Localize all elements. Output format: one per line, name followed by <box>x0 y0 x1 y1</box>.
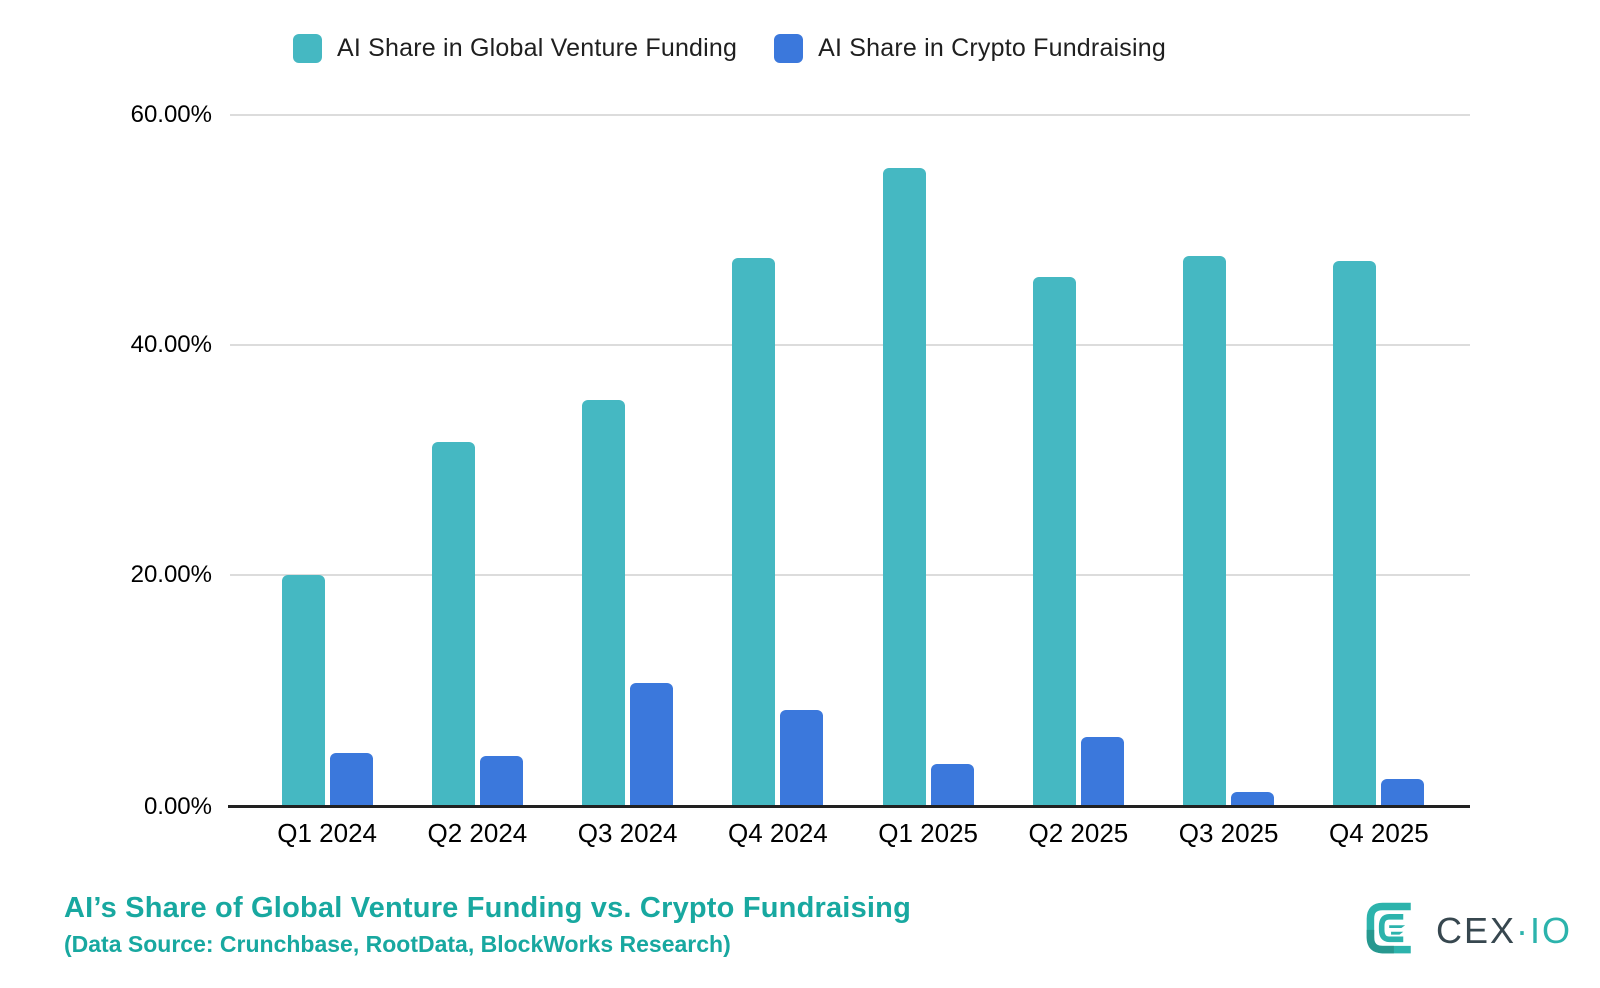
venture-bar-q4-2025[interactable] <box>1333 261 1377 805</box>
crypto-bar-q3-2025[interactable] <box>1231 792 1275 805</box>
x-label-q3-2024: Q3 2024 <box>577 818 678 848</box>
venture-bar-q1-2024[interactable] <box>281 575 325 805</box>
legend-item-venture-funding[interactable]: AI Share in Global Venture Funding <box>293 34 737 63</box>
plot-area <box>228 114 1470 808</box>
crypto-bar-q4-2024[interactable] <box>780 709 824 805</box>
gridline-20 <box>230 574 1470 576</box>
crypto-bar-q1-2025[interactable] <box>930 763 974 805</box>
y-tick-label-0: 0.00% <box>143 793 212 820</box>
chart-title: AI’s Share of Global Venture Funding vs.… <box>64 892 911 924</box>
gridline-60 <box>230 114 1470 116</box>
legend-item-crypto-fundraising[interactable]: AI Share in Crypto Fundraising <box>774 34 1166 63</box>
bar-group-q2-2024 <box>402 115 552 805</box>
cexio-logo-mark-icon <box>1362 898 1422 963</box>
crypto-bar-q1-2024[interactable] <box>329 753 373 805</box>
x-label-q1-2025: Q1 2025 <box>878 818 978 848</box>
x-label-q2-2024: Q2 2024 <box>427 818 528 848</box>
bar-group-q1-2024 <box>252 115 402 805</box>
venture-bar-q1-2025[interactable] <box>882 167 926 805</box>
bars-row <box>252 115 1454 805</box>
crypto-bar-q3-2024[interactable] <box>630 683 674 805</box>
legend-label-venture-funding: AI Share in Global Venture Funding <box>337 34 738 62</box>
bar-group-q1-2025 <box>853 115 1003 805</box>
x-label-q2-2025: Q2 2025 <box>1028 818 1129 848</box>
y-tick-label-40: 40.00% <box>130 331 212 358</box>
crypto-bar-q2-2025[interactable] <box>1080 737 1124 805</box>
bar-group-q4-2025 <box>1304 115 1454 805</box>
bar-group-q3-2024 <box>553 115 703 805</box>
x-label-q1-2024: Q1 2024 <box>277 818 377 848</box>
x-axis-line <box>228 805 1470 808</box>
venture-bar-q3-2025[interactable] <box>1183 256 1227 805</box>
y-axis-labels: 60.00% 40.00% 20.00% 0.00% <box>0 101 212 820</box>
bar-group-q3-2025 <box>1154 115 1304 805</box>
x-label-q4-2025: Q4 2025 <box>1329 818 1429 848</box>
cexio-logo-text: CEX·IO <box>1435 909 1572 951</box>
x-label-q3-2025: Q3 2025 <box>1178 818 1279 848</box>
x-label-q4-2024: Q4 2024 <box>728 818 828 848</box>
gridline-40 <box>230 344 1470 346</box>
venture-bar-q4-2024[interactable] <box>732 257 776 805</box>
crypto-bar-q4-2025[interactable] <box>1381 778 1425 805</box>
venture-funding-swatch-icon <box>293 34 322 63</box>
legend-label-crypto-fundraising: AI Share in Crypto Fundraising <box>818 34 1166 62</box>
crypto-fundraising-swatch-icon <box>774 34 804 63</box>
bar-group-q2-2025 <box>1003 115 1153 805</box>
y-tick-label-20: 20.00% <box>130 561 212 588</box>
venture-bar-q3-2024[interactable] <box>582 400 626 805</box>
chart-legend: AI Share in Global Venture Funding AI Sh… <box>293 34 1166 63</box>
y-tick-label-60: 60.00% <box>130 101 212 128</box>
venture-bar-q2-2025[interactable] <box>1032 277 1076 805</box>
venture-bar-q2-2024[interactable] <box>431 441 475 805</box>
bar-group-q4-2024 <box>703 115 853 805</box>
chart-data-source: (Data Source: Crunchbase, RootData, Bloc… <box>64 931 731 957</box>
x-axis-labels: Q1 2024 Q2 2024 Q3 2024 Q4 2024 Q1 2025 Q2 20… <box>252 818 1454 849</box>
cexio-logo: CEX·IO <box>1362 898 1572 963</box>
crypto-bar-q2-2024[interactable] <box>479 755 523 805</box>
